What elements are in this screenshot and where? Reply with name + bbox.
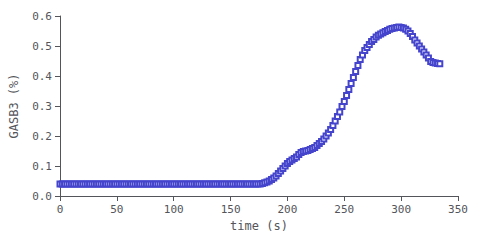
svg-text:0: 0 xyxy=(57,203,64,216)
svg-text:0.4: 0.4 xyxy=(32,70,52,83)
svg-text:0.1: 0.1 xyxy=(32,160,52,173)
svg-text:50: 50 xyxy=(110,203,123,216)
svg-text:0.5: 0.5 xyxy=(32,40,52,53)
svg-text:0.3: 0.3 xyxy=(32,100,52,113)
svg-text:100: 100 xyxy=(164,203,184,216)
svg-text:GASB3 (%): GASB3 (%) xyxy=(7,73,21,138)
svg-text:time (s): time (s) xyxy=(230,219,288,233)
svg-text:0.2: 0.2 xyxy=(32,130,52,143)
svg-text:0.6: 0.6 xyxy=(32,10,52,23)
svg-text:0.0: 0.0 xyxy=(32,190,52,203)
svg-text:200: 200 xyxy=(277,203,297,216)
svg-text:350: 350 xyxy=(448,203,468,216)
svg-text:250: 250 xyxy=(334,203,354,216)
svg-text:300: 300 xyxy=(391,203,411,216)
svg-text:150: 150 xyxy=(221,203,241,216)
